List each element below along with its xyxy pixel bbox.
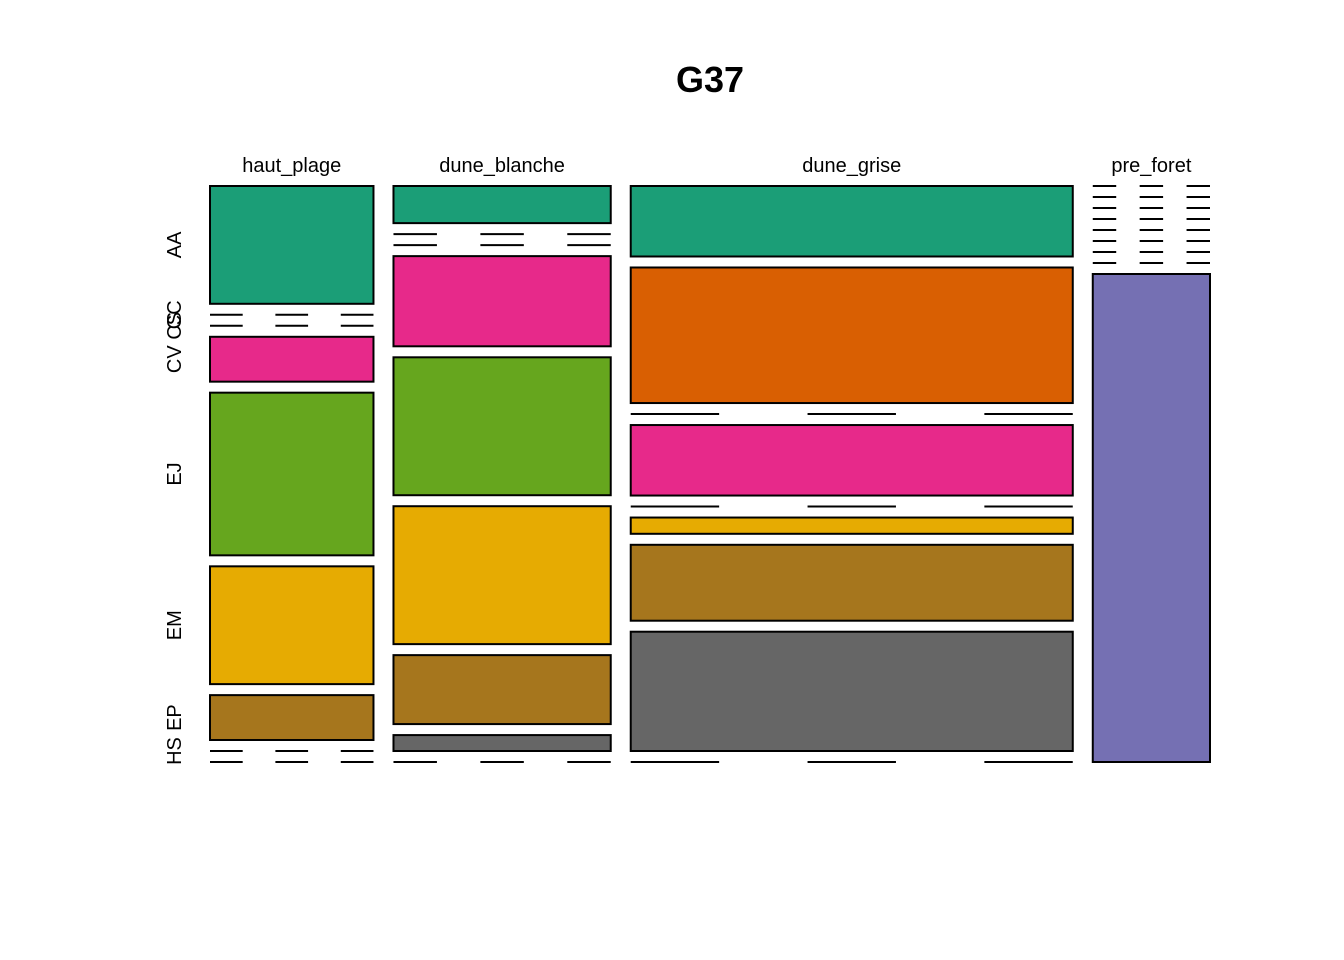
column-labels: haut_plage dune_blanche dune_grise pre_fore… xyxy=(242,155,1192,177)
cell-haut-plage-ep xyxy=(209,694,375,742)
cell-dune-grise-cv xyxy=(629,424,1074,497)
row-label-hs: HS xyxy=(164,737,186,765)
row-label-ep: EP xyxy=(164,704,186,731)
cell-dune-grise-em xyxy=(629,516,1074,535)
column-label-dune-grise: dune_grise xyxy=(802,155,901,177)
row-label-cs: CS xyxy=(164,312,186,340)
row-label-em: EM xyxy=(164,610,186,640)
row-label-cv: CV xyxy=(164,345,186,373)
column-label-dune-blanche: dune_blanche xyxy=(439,155,565,177)
cell-dune-blanche-aa xyxy=(392,185,612,225)
cell-dune-grise-aa xyxy=(629,185,1074,258)
cell-haut-plage-ej xyxy=(209,391,375,557)
cell-pre-foret-pf xyxy=(1091,273,1212,763)
cell-dune-grise-ep xyxy=(629,543,1074,622)
cell-dune-blanche-ep xyxy=(392,654,612,726)
cell-dune-blanche-ej xyxy=(392,356,612,497)
column-label-pre-foret: pre_foret xyxy=(1111,155,1191,177)
chart-title: G37 xyxy=(676,59,744,100)
cell-haut-plage-cv xyxy=(209,335,375,383)
cell-dune-blanche-hs xyxy=(392,734,612,753)
cell-dune-grise-cc xyxy=(629,266,1074,405)
cell-dune-blanche-cv xyxy=(392,255,612,348)
row-label-cc: CC xyxy=(164,300,186,329)
row-label-ej: EJ xyxy=(164,462,186,485)
cell-dune-blanche-em xyxy=(392,505,612,646)
cell-haut-plage-em xyxy=(209,565,375,686)
cell-dune-grise-hs xyxy=(629,630,1074,753)
cell-haut-plage-aa xyxy=(209,185,375,305)
mosaic-cells xyxy=(209,185,1212,763)
column-label-haut-plage: haut_plage xyxy=(242,155,341,177)
zero-markers xyxy=(210,185,1210,763)
row-label-aa: AA xyxy=(164,231,186,258)
